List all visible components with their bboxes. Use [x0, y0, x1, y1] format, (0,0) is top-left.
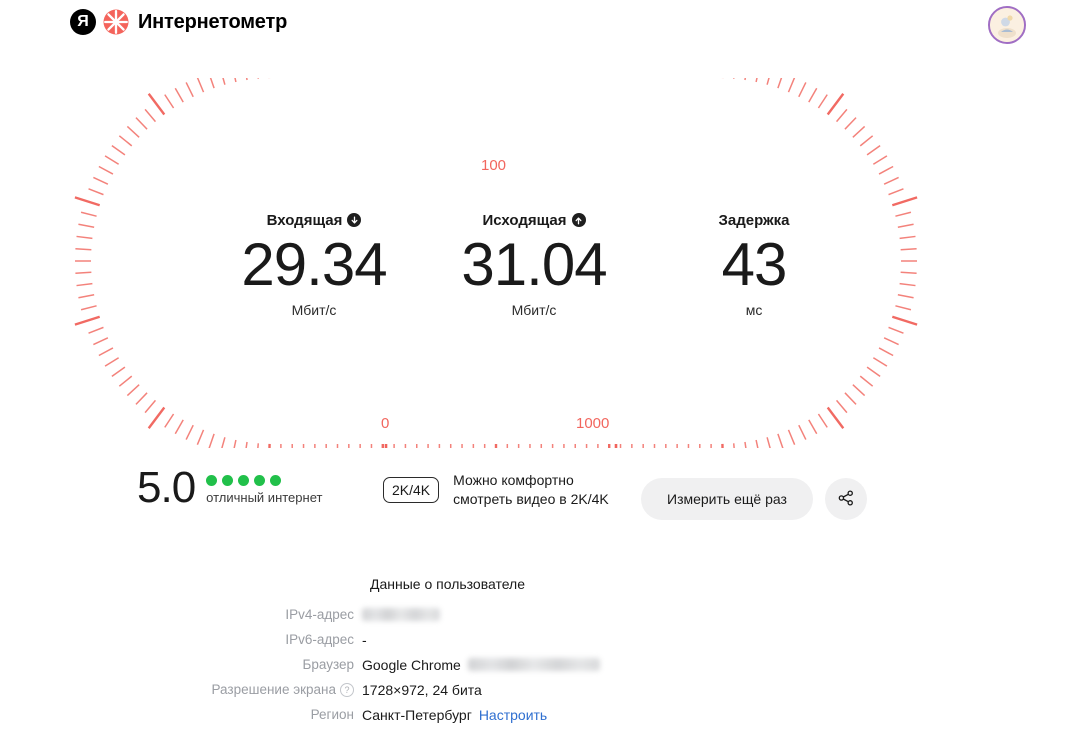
- help-icon[interactable]: ?: [340, 682, 354, 697]
- user-data-section: Данные о пользователе IPv4-адрес IPv6-адр…: [0, 576, 1068, 727]
- rating-dot: [238, 475, 250, 486]
- metrics-row: Входящая 29.34 Мбит/с Исходящая 31.04 Мб…: [0, 210, 1068, 318]
- user-data-key: Браузер: [302, 657, 354, 672]
- summary-row: 5.0 отличный интернет 2K/4K Можно комфор…: [0, 466, 1068, 532]
- metric-latency-unit: мс: [745, 301, 763, 318]
- user-data-row: Браузер Google Chrome: [0, 652, 1068, 677]
- yandex-flower-icon: [103, 9, 129, 35]
- rating-dot: [254, 475, 266, 486]
- rating-dot: [270, 475, 282, 486]
- rating-text: отличный интернет: [206, 490, 323, 505]
- user-data-value: -: [362, 632, 367, 648]
- user-data-row: Разрешение экрана? 1728×972, 24 бита: [0, 677, 1068, 702]
- metric-upload-label: Исходящая: [482, 211, 567, 229]
- quality-line-2: смотреть видео в 2K/4K: [453, 491, 609, 508]
- download-arrow-icon: [347, 213, 362, 227]
- metric-upload-value: 31.04: [461, 231, 607, 298]
- redacted-value: [467, 658, 600, 671]
- avatar[interactable]: [988, 6, 1026, 44]
- rating-dots: [206, 475, 322, 486]
- user-data-key: Регион: [310, 707, 354, 722]
- share-nodes-icon: [837, 489, 855, 510]
- actions-block: Измерить ещё раз: [641, 478, 867, 520]
- user-data-row: IPv6-адрес -: [0, 627, 1068, 652]
- metric-upload-header: Исходящая: [424, 210, 644, 230]
- metric-upload-unit: Мбит/с: [511, 301, 557, 318]
- metric-latency-header: Задержка: [644, 210, 864, 230]
- quality-line-1: Можно комфортно: [453, 472, 574, 488]
- user-data-value-text: Санкт-Петербург: [362, 706, 472, 723]
- user-data-title: Данные о пользователе: [370, 576, 526, 592]
- yandex-logo-icon: Я: [70, 9, 96, 35]
- user-data-row: Регион Санкт-Петербург Настроить: [0, 702, 1068, 727]
- user-data-row: IPv4-адрес: [0, 602, 1068, 627]
- app-header: Я Интернетометр: [0, 0, 1068, 52]
- metric-download-header: Входящая: [204, 210, 424, 230]
- metric-download-label: Входящая: [266, 211, 343, 229]
- gauge-label-100: 100: [481, 157, 507, 174]
- metric-download-value: 29.34: [241, 231, 387, 298]
- quality-block: 2K/4K Можно комфортно смотреть видео в 2…: [383, 471, 609, 510]
- rating-dot: [206, 475, 218, 486]
- metric-latency-label: Задержка: [718, 211, 790, 229]
- user-data-value: Санкт-Петербург Настроить: [362, 707, 547, 723]
- share-button[interactable]: [824, 478, 867, 520]
- redacted-value: [362, 608, 440, 621]
- user-data-key: IPv4-адрес: [285, 607, 354, 622]
- brand-logo[interactable]: Я Интернетометр: [70, 9, 287, 35]
- user-data-value: [362, 608, 440, 621]
- user-data-key: Разрешение экрана?: [0, 682, 362, 697]
- metric-upload: Исходящая 31.04 Мбит/с: [424, 210, 644, 318]
- remeasure-button[interactable]: Измерить ещё раз: [641, 478, 813, 520]
- user-data-value: 1728×972, 24 бита: [362, 682, 482, 698]
- app-title: Интернетометр: [138, 10, 288, 33]
- speed-gauge: 100 0 1000: [0, 78, 1068, 448]
- user-data-value: Google Chrome: [362, 657, 600, 673]
- configure-region-link[interactable]: Настроить: [478, 706, 548, 723]
- rating-score: 5.0: [137, 463, 196, 512]
- user-data-value-text: 1728×972, 24 бита: [362, 681, 482, 698]
- metric-download-unit: Мбит/с: [291, 301, 337, 318]
- rating-dot: [222, 475, 234, 486]
- rating-block: 5.0 отличный интернет: [137, 466, 322, 510]
- user-data-value-text: -: [362, 631, 367, 648]
- gauge-ticks: [74, 78, 918, 448]
- user-data-key: IPv6-адрес: [285, 632, 354, 647]
- quality-badge: 2K/4K: [383, 477, 440, 504]
- metric-download: Входящая 29.34 Мбит/с: [204, 210, 424, 318]
- gauge-label-1000: 1000: [576, 415, 610, 432]
- upload-arrow-icon: [571, 213, 586, 227]
- quality-description: Можно комфортно смотреть видео в 2K/4K: [453, 471, 609, 510]
- metric-latency-value: 43: [721, 231, 788, 298]
- gauge-label-0: 0: [381, 415, 390, 432]
- metric-latency: Задержка 43 мс: [644, 210, 864, 318]
- user-data-value-text: Google Chrome: [362, 656, 461, 673]
